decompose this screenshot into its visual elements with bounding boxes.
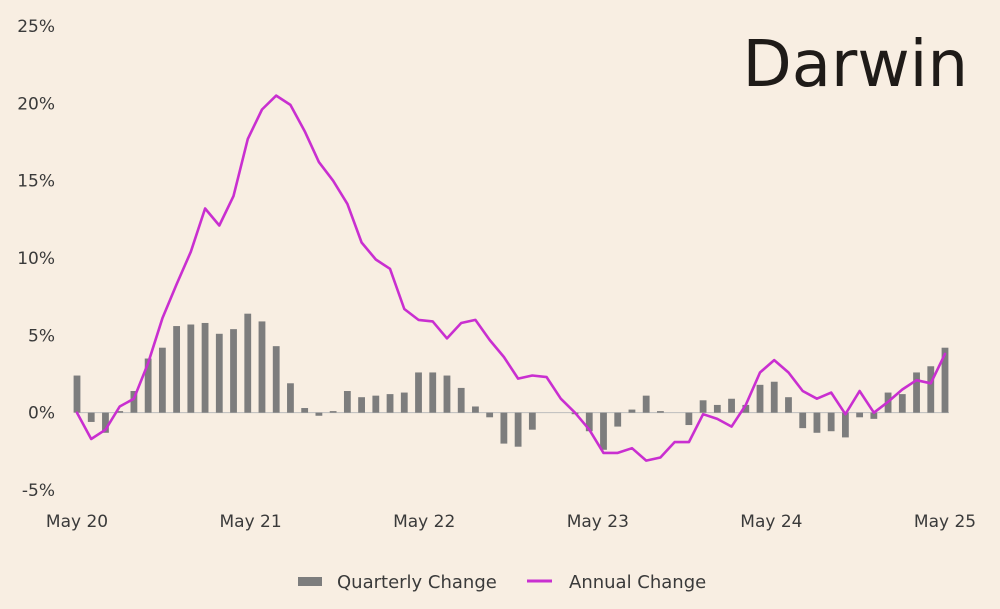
quarterly-bar	[514, 412, 522, 447]
quarterly-bar	[756, 384, 764, 413]
quarterly-bar	[258, 321, 266, 413]
quarterly-bar	[457, 387, 465, 413]
quarterly-bar	[358, 397, 365, 413]
quarterly-bar	[386, 394, 394, 413]
quarterly-bar	[201, 322, 209, 413]
quarterly-bar	[585, 412, 593, 432]
quarterly-bar	[215, 333, 223, 413]
quarterly-bar	[785, 397, 792, 413]
quarterly-bar	[528, 412, 536, 430]
quarterly-bar	[600, 412, 607, 450]
quarterly-bar	[144, 358, 152, 413]
x-tick-label: May 24	[740, 512, 802, 532]
quarterly-bar	[102, 412, 109, 433]
quarterly-bar	[913, 372, 920, 413]
y-tick-label: 20%	[17, 94, 55, 114]
x-tick-label: May 23	[567, 512, 629, 532]
annual-line-group	[75, 94, 947, 462]
y-tick-label: 5%	[28, 326, 55, 346]
annual-change-line	[75, 94, 947, 462]
quarterly-bar	[856, 412, 864, 418]
x-tick-label: May 20	[46, 512, 108, 532]
y-tick-label: 0%	[28, 404, 55, 424]
quarterly-bar	[813, 412, 821, 433]
quarterly-bar	[699, 400, 707, 413]
quarterly-bar	[372, 395, 380, 413]
quarterly-bar	[429, 372, 437, 413]
quarterly-bar	[415, 372, 422, 413]
x-axis: May 20 May 21 May 22 May 23 May 24 May 25	[46, 512, 976, 532]
quarterly-bar	[870, 412, 878, 419]
quarterly-bar	[173, 326, 181, 413]
quarterly-bar	[685, 412, 693, 426]
quarterly-bar	[472, 406, 479, 413]
y-tick-label: 10%	[17, 249, 55, 269]
y-tick-label: 15%	[17, 172, 55, 192]
quarterly-bar	[728, 398, 735, 413]
x-tick-label: May 21	[220, 512, 282, 532]
quarterly-bar	[770, 381, 778, 413]
quarterly-bar	[287, 383, 294, 413]
quarterly-bar	[827, 412, 835, 432]
quarterly-bar	[657, 411, 664, 413]
quarterly-bar	[272, 346, 280, 413]
quarterly-bar	[898, 394, 906, 413]
quarterly-bar	[73, 375, 81, 413]
legend: Quarterly Change Annual Change	[298, 572, 706, 593]
quarterly-bar	[500, 412, 508, 444]
quarterly-bar	[486, 412, 494, 418]
quarterly-bar	[742, 404, 750, 413]
quarterly-bar	[315, 412, 323, 416]
quarterly-bar	[400, 392, 408, 413]
quarterly-bar	[799, 412, 807, 429]
y-tick-label: 25%	[17, 17, 55, 37]
quarterly-bar	[841, 412, 849, 438]
quarterly-bar	[628, 409, 636, 413]
quarterly-bar	[116, 411, 124, 413]
quarterly-bar	[614, 412, 622, 427]
quarterly-bar	[329, 411, 337, 413]
quarterly-bar	[230, 329, 237, 413]
quarterly-bar	[187, 324, 195, 413]
quarterly-bar	[87, 412, 95, 422]
x-tick-label: May 25	[914, 512, 976, 532]
quarterly-bar	[713, 404, 721, 413]
legend-swatch-quarterly	[298, 577, 322, 586]
quarterly-bar	[642, 395, 650, 413]
quarterly-bar	[130, 391, 138, 413]
y-axis: -5% 0% 5% 10% 15% 20% 25%	[17, 17, 55, 501]
x-tick-label: May 22	[393, 512, 455, 532]
quarterly-bars	[73, 313, 949, 450]
quarterly-bar	[301, 408, 309, 413]
quarterly-bar	[941, 347, 949, 413]
quarterly-bar	[158, 347, 166, 413]
legend-label-annual: Annual Change	[569, 572, 706, 593]
quarterly-bar	[443, 375, 451, 413]
quarterly-bar	[343, 391, 351, 413]
legend-label-quarterly: Quarterly Change	[337, 572, 497, 593]
y-tick-label: -5%	[22, 481, 55, 501]
quarterly-bar	[927, 366, 935, 413]
quarterly-bar	[244, 313, 252, 413]
chart-title: Darwin	[743, 28, 969, 102]
